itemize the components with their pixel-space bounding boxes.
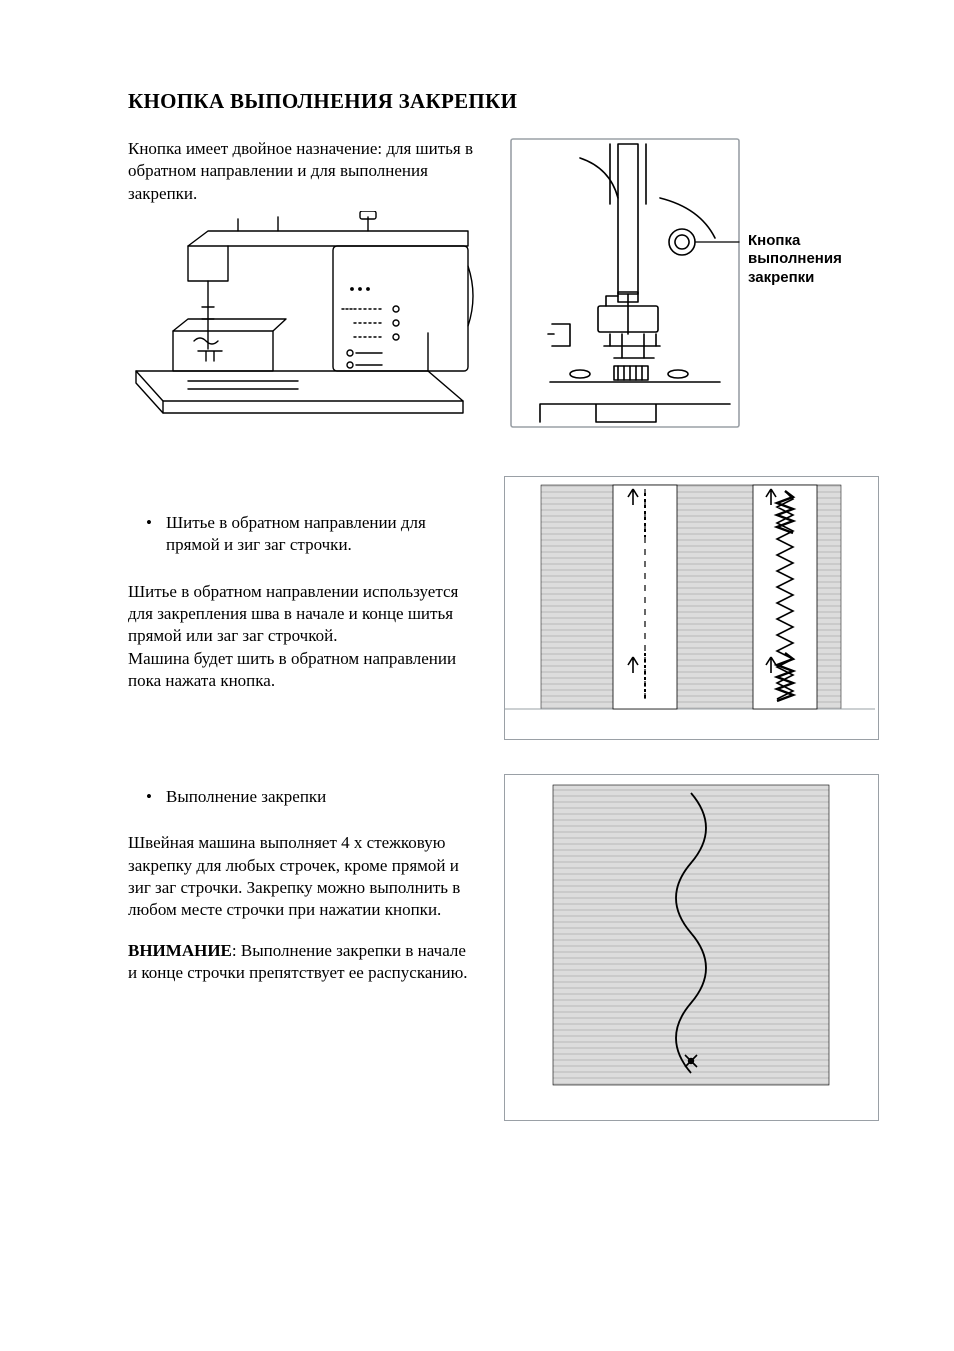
bullet-2-text: Выполнение закрепки xyxy=(166,786,326,808)
section1-para2: Машина будет шить в обратном направлении… xyxy=(128,648,468,693)
figure-foot-closeup xyxy=(510,138,740,428)
bullet-1-text: Шитье в обратном направлении для прямой … xyxy=(166,512,468,557)
figure-tack-stitch xyxy=(504,774,879,1121)
figure-machine-overview xyxy=(128,211,498,421)
intro-paragraph: Кнопка имеет двойное назначение: для шит… xyxy=(128,138,473,205)
bullet-1-icon: • xyxy=(146,512,166,557)
figure-reverse-stitch xyxy=(504,476,879,740)
callout-tack-button: Кнопка выполнения закрепки xyxy=(748,232,879,288)
note-label: ВНИМАНИЕ xyxy=(128,941,232,960)
section1-para1: Шитье в обратном направлении используетс… xyxy=(128,581,468,648)
bullet-2-icon: • xyxy=(146,786,166,808)
section2-note: ВНИМАНИЕ: Выполнение закрепки в начале и… xyxy=(128,940,468,985)
page-title: КНОПКА ВЫПОЛНЕНИЯ ЗАКРЕПКИ xyxy=(128,88,879,116)
section2-para1: Швейная машина выполняет 4 х стежковую з… xyxy=(128,832,468,922)
